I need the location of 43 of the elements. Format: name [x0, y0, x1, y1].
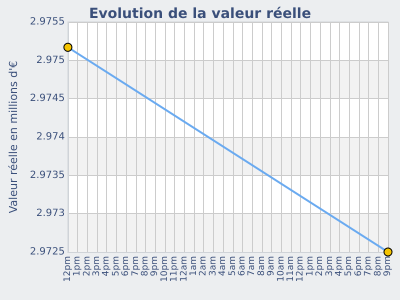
- y-tick-label: 2.9725: [30, 246, 65, 258]
- x-tick-label: 1am: [188, 256, 199, 276]
- y-tick-label: 2.9755: [30, 16, 65, 28]
- x-tick-label: 10am: [276, 256, 286, 282]
- y-axis-title: Valeur réelle en millions d'€: [7, 60, 20, 214]
- x-tick-label: 6am: [237, 256, 248, 276]
- chart-title: Evolution de la valeur réelle: [88, 6, 312, 22]
- y-tick-label: 2.973: [36, 208, 65, 220]
- x-tick-label: 5pm: [111, 256, 122, 276]
- x-tick-label: 3am: [208, 256, 218, 276]
- x-tick-label: 12pm: [62, 256, 73, 282]
- x-tick-label: 7am: [247, 256, 258, 276]
- x-tick-label: 7pm: [364, 256, 374, 276]
- x-tick-label: 10pm: [160, 256, 170, 282]
- x-tick-label: 12am: [179, 256, 190, 282]
- x-tick-label: 4pm: [102, 256, 112, 276]
- x-tick-label: 1pm: [305, 256, 316, 276]
- x-tick-label: 2am: [198, 256, 209, 276]
- x-tick-label: 1pm: [72, 256, 83, 276]
- x-tick-label: 2pm: [315, 256, 326, 276]
- x-tick-label: 3pm: [92, 256, 102, 276]
- x-tick-label: 8am: [256, 256, 267, 276]
- y-tick-label: 2.9745: [30, 93, 65, 104]
- x-tick-label: 12pm: [296, 256, 306, 282]
- x-tick-label: 6pm: [354, 256, 364, 276]
- x-tick-label: 11am: [286, 256, 296, 282]
- x-tick-label: 9am: [266, 256, 277, 276]
- y-tick-label: 2.9735: [30, 170, 65, 181]
- x-tick-label: 9pm: [383, 256, 393, 276]
- x-tick-label: 5am: [228, 256, 238, 276]
- x-tick-label: 3pm: [324, 256, 335, 276]
- x-tick-label: 8pm: [140, 256, 150, 276]
- y-tick-label: 2.975: [36, 54, 65, 66]
- x-tick-label: 7pm: [130, 256, 141, 276]
- x-tick-label: 6pm: [121, 256, 132, 276]
- x-tick-label: 5pm: [344, 256, 354, 276]
- y-tick-label: 2.974: [36, 132, 65, 142]
- x-tick-label: 2pm: [82, 256, 92, 276]
- x-tick-label: 8pm: [373, 256, 384, 276]
- x-tick-label: 9pm: [150, 256, 160, 276]
- x-tick-label: 11pm: [170, 256, 180, 282]
- x-tick-label: 4pm: [334, 256, 344, 276]
- x-tick-label: 4am: [218, 256, 228, 276]
